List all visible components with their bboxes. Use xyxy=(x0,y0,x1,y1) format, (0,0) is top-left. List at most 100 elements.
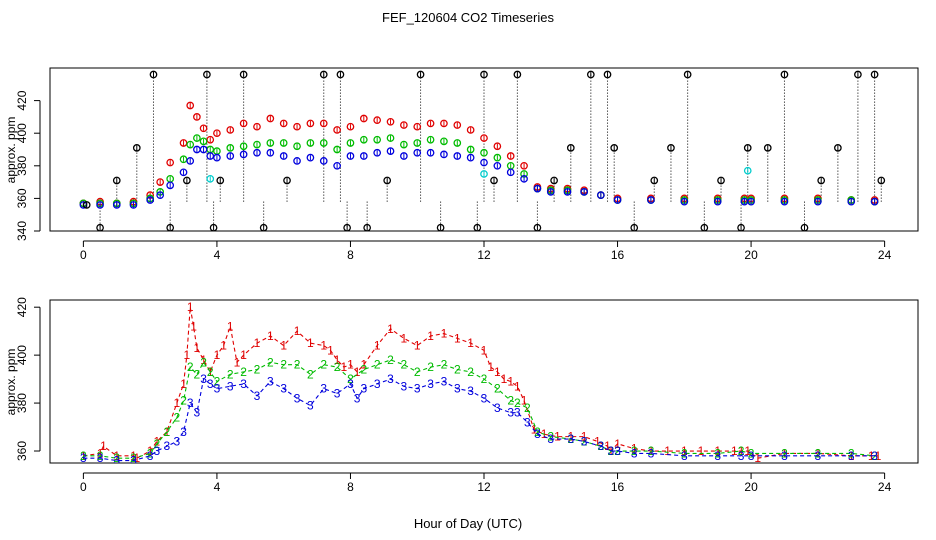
series-marker: 2 xyxy=(648,444,655,458)
series-marker: 3 xyxy=(240,377,247,391)
data-point xyxy=(413,122,422,131)
series-marker: 1 xyxy=(427,329,434,343)
series-marker: 3 xyxy=(534,427,541,441)
data-point xyxy=(186,157,195,165)
data-point xyxy=(199,145,208,154)
flag-point xyxy=(166,223,175,231)
x-tick-label: 20 xyxy=(744,480,758,494)
series-1 xyxy=(79,101,879,208)
series-marker: 3 xyxy=(648,446,655,460)
x-tick-label: 12 xyxy=(477,480,491,494)
data-point xyxy=(440,137,448,146)
y-tick-label: 360 xyxy=(15,441,29,461)
series-marker: 1 xyxy=(184,348,191,362)
series-marker: 3 xyxy=(187,396,194,410)
flag-point xyxy=(870,70,879,79)
flag-point xyxy=(667,144,675,152)
series-marker: 1 xyxy=(334,353,341,367)
series-marker: 1 xyxy=(187,300,194,314)
series-3 xyxy=(79,145,879,209)
series-marker: 3 xyxy=(871,449,878,463)
bottom-plot-frame xyxy=(49,299,919,464)
series-marker: 2 xyxy=(280,358,287,372)
series-marker: 3 xyxy=(524,415,531,429)
series-marker: 1 xyxy=(487,360,494,374)
data-point xyxy=(186,101,195,110)
series-marker: 3 xyxy=(320,382,327,396)
x-axis: 0 4 8 12 16 20 24 xyxy=(80,472,892,494)
series-marker: 2 xyxy=(294,358,301,372)
series-marker: 1 xyxy=(153,434,160,448)
series-marker: 1 xyxy=(507,375,514,389)
flag-point xyxy=(112,176,121,185)
series-marker: 1 xyxy=(97,446,104,460)
series-marker: 2 xyxy=(164,425,171,439)
data-point xyxy=(359,135,368,144)
flag-point xyxy=(473,223,482,231)
series-marker: 2 xyxy=(347,372,354,386)
series-marker: 2 xyxy=(547,430,554,444)
data-point xyxy=(239,119,248,128)
series-marker: 1 xyxy=(174,396,181,410)
series-marker: 1 xyxy=(327,343,334,357)
series-marker: 3 xyxy=(514,406,521,420)
x-tick-label: 4 xyxy=(214,480,221,494)
series-marker: 2 xyxy=(387,353,394,367)
data-point xyxy=(373,135,382,144)
series-marker: 3 xyxy=(414,382,421,396)
data-point xyxy=(440,150,448,159)
data-point xyxy=(226,144,235,152)
series-marker: 3 xyxy=(748,449,755,463)
data-point xyxy=(533,184,542,193)
series-marker: 3 xyxy=(207,377,214,391)
series-marker: 1 xyxy=(594,434,601,448)
x-axis-label: Hour of Day (UTC) xyxy=(414,516,522,531)
series-marker: 1 xyxy=(401,331,408,345)
series-marker: 2 xyxy=(320,358,327,372)
series-marker: 1 xyxy=(294,324,301,338)
data-point xyxy=(186,140,195,149)
flag-point xyxy=(550,176,558,185)
series-marker: 2 xyxy=(194,367,201,381)
series-marker: 1 xyxy=(100,439,107,453)
data-point xyxy=(426,119,435,128)
flag-point xyxy=(683,70,692,79)
series-marker: 1 xyxy=(581,430,588,444)
flag-point xyxy=(82,201,91,209)
series-marker: 2 xyxy=(524,401,531,415)
data-point xyxy=(293,142,301,151)
data-point xyxy=(580,188,589,196)
series-marker: 2 xyxy=(781,446,788,460)
x-tick-label: 0 xyxy=(80,480,87,494)
series-marker: 2 xyxy=(307,367,314,381)
data-point xyxy=(400,121,408,129)
data-point xyxy=(333,145,341,154)
data-point xyxy=(279,119,288,128)
data-point xyxy=(870,197,879,206)
flag-point xyxy=(533,223,542,231)
data-point xyxy=(493,161,502,170)
series-4 xyxy=(206,166,752,183)
series-marker: 1 xyxy=(754,451,761,465)
data-point xyxy=(480,148,488,157)
chart-title: FEF_120604 CO2 Timeseries xyxy=(382,10,554,25)
flag-point xyxy=(834,144,842,152)
series-marker: 3 xyxy=(598,439,605,453)
series-marker: 2 xyxy=(738,444,745,458)
series-marker: 3 xyxy=(614,444,621,458)
series-marker: 3 xyxy=(164,439,171,453)
series-marker: 3 xyxy=(481,391,488,405)
data-point xyxy=(520,174,528,183)
series-marker: 1 xyxy=(374,339,381,353)
series-marker: 2 xyxy=(254,363,261,377)
series-marker: 3 xyxy=(547,432,554,446)
data-point xyxy=(253,122,261,131)
series-marker: 2 xyxy=(414,365,421,379)
series-marker: 2 xyxy=(534,425,541,439)
data-point xyxy=(453,152,462,160)
bottom-y-axis-label: approx. ppm xyxy=(4,349,18,416)
x-tick-label: 16 xyxy=(611,480,625,494)
data-point xyxy=(346,122,355,131)
series-marker: 1 xyxy=(387,322,394,336)
